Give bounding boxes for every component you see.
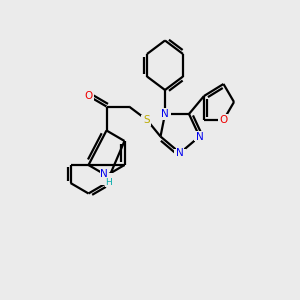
Text: N: N: [161, 109, 169, 119]
FancyBboxPatch shape: [100, 173, 113, 185]
Text: N: N: [176, 148, 184, 158]
FancyBboxPatch shape: [194, 132, 205, 141]
FancyBboxPatch shape: [141, 115, 153, 125]
Text: N: N: [196, 131, 203, 142]
Text: S: S: [144, 115, 150, 125]
FancyBboxPatch shape: [82, 91, 94, 101]
FancyBboxPatch shape: [159, 110, 171, 118]
FancyBboxPatch shape: [174, 149, 186, 157]
Text: O: O: [84, 91, 93, 101]
Text: N: N: [100, 169, 108, 179]
FancyBboxPatch shape: [218, 116, 229, 124]
Text: H: H: [106, 178, 112, 187]
Text: O: O: [219, 115, 228, 125]
